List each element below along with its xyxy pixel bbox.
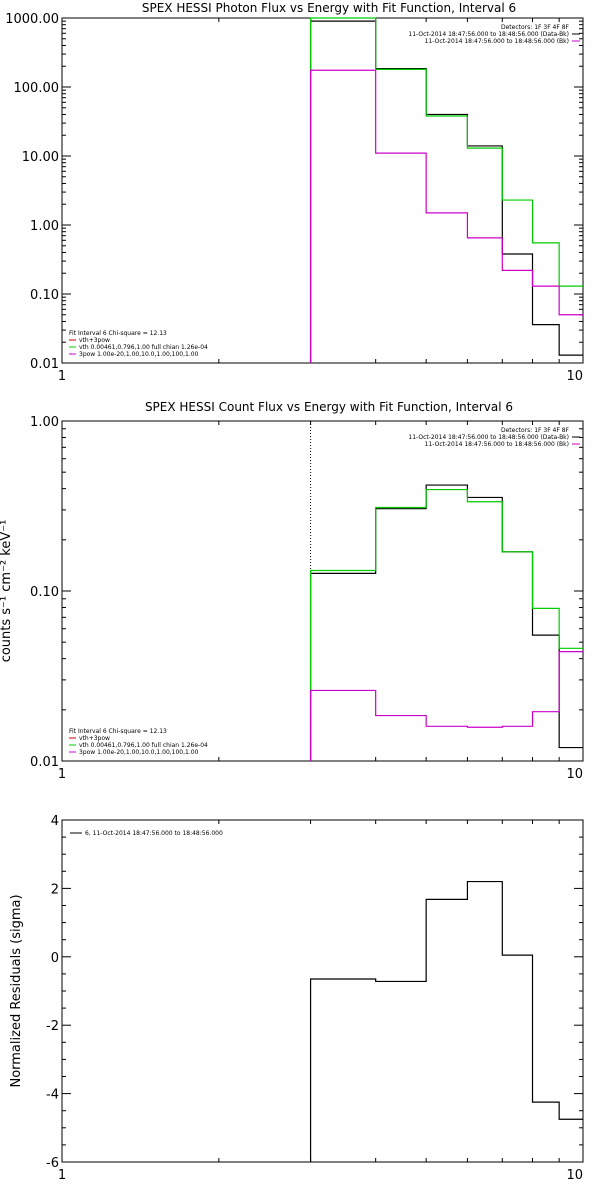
y-tick-label: 1.00 [30,415,59,430]
legend-entry-text: vth+3pow [79,735,110,742]
series-1-step-line [309,488,583,761]
y-tick-label: 100.00 [14,81,60,96]
legend-entry-text: Fit Interval 6 Chi-square = 12.13 [69,330,167,337]
series-0-step-line [309,20,583,363]
photon-flux-panel: SPEX HESSI Photon Flux vs Energy with Fi… [5,1,584,384]
residuals-ticks: -6 -4 -2 0 2 4 1 10 [46,814,584,1183]
count-flux-frame [61,420,584,762]
residuals-panel: Normalized Residuals (sigma) -6 -4 -2 0 2 4 1 1… [9,814,584,1183]
series-1-step-line [309,17,583,363]
x-tick-label: 10 [566,369,583,384]
y-tick-label: -4 [46,1088,59,1103]
series-0-step-line [309,880,583,1162]
y-tick-label: 2 [51,882,59,897]
x-tick-label: 1 [58,1168,66,1183]
count-flux-panel: SPEX HESSI Count Flux vs Energy with Fit… [0,400,584,782]
legend-entry-text: 3pow 1.00e-20,1.00,10.0,1.00,100,1.00 [79,351,199,358]
series-0-step-line [309,484,583,761]
residuals-frame [61,819,584,1163]
legend-entry-text: Detectors: 1F 3F 4F 8F [501,427,570,434]
residuals-marks [309,880,583,1162]
count-flux-marks [309,421,583,761]
x-tick-label: 1 [58,369,66,384]
legend-entry-text: Fit Interval 6 Chi-square = 12.13 [69,728,167,735]
y-tick-label: 0 [51,951,59,966]
legend-entry-text: vth 0.00461,0.796,1.00 full chian 1.26e-… [79,742,208,749]
x-tick-label: 10 [566,767,583,782]
y-tick-label: 1000.00 [5,12,59,27]
legend-entry-text: 3pow 1.00e-20,1.00,10.0,1.00,100,1.00 [79,749,199,756]
y-tick-label: 10.00 [22,150,59,165]
y-tick-label: -2 [46,1019,59,1034]
photon-flux-ticks: 0.01 0.10 1.00 10.00 100.00 1000.00 1 10 [5,12,584,384]
count-flux-ticks: 0.01 0.10 1.00 1 10 [30,415,584,782]
y-tick-label: 0.10 [30,585,59,600]
legend-entry-text: Detectors: 1F 3F 4F 8F [501,24,570,31]
residuals-ylabel: Normalized Residuals (sigma) [9,894,24,1087]
count-flux-legend-bottom: Fit Interval 6 Chi-square = 12.13vth+3po… [69,728,208,756]
count-flux-ylabel: counts s⁻¹ cm⁻² keV⁻¹ [0,520,14,663]
residuals-legend-top: 6, 11-Oct-2014 18:47:56.000 to 18:48:56.… [70,830,223,837]
y-tick-label: 0.10 [30,288,59,303]
y-tick-label: 0.01 [30,357,59,372]
series-2-step-line [309,69,583,363]
count-flux-title: SPEX HESSI Count Flux vs Energy with Fit… [145,400,513,414]
legend-entry-text: vth 0.00461,0.796,1.00 full chian 1.26e-… [79,344,208,351]
x-tick-label: 10 [566,1168,583,1183]
legend-entry-text: 11-Oct-2014 18:47:56.000 to 18:48:56.000… [408,434,569,441]
y-tick-label: 0.01 [30,755,59,770]
legend-entry-text: vth+3pow [79,337,110,344]
photon-flux-title: SPEX HESSI Photon Flux vs Energy with Fi… [142,1,516,15]
y-tick-label: 4 [51,814,59,829]
legend-entry-text: 11-Oct-2014 18:47:56.000 to 18:48:56.000… [425,38,569,45]
legend-entry-text: 11-Oct-2014 18:47:56.000 to 18:48:56.000… [408,31,569,38]
series-2-step-line [309,651,583,761]
legend-entry-text: 6, 11-Oct-2014 18:47:56.000 to 18:48:56.… [85,830,223,837]
photon-flux-legend-bottom: Fit Interval 6 Chi-square = 12.13vth+3po… [69,330,208,358]
y-tick-label: 1.00 [30,219,59,234]
legend-entry-text: 11-Oct-2014 18:47:56.000 to 18:48:56.000… [425,441,569,448]
photon-flux-marks [309,17,583,363]
y-tick-label: -6 [46,1156,59,1171]
x-tick-label: 1 [58,767,66,782]
